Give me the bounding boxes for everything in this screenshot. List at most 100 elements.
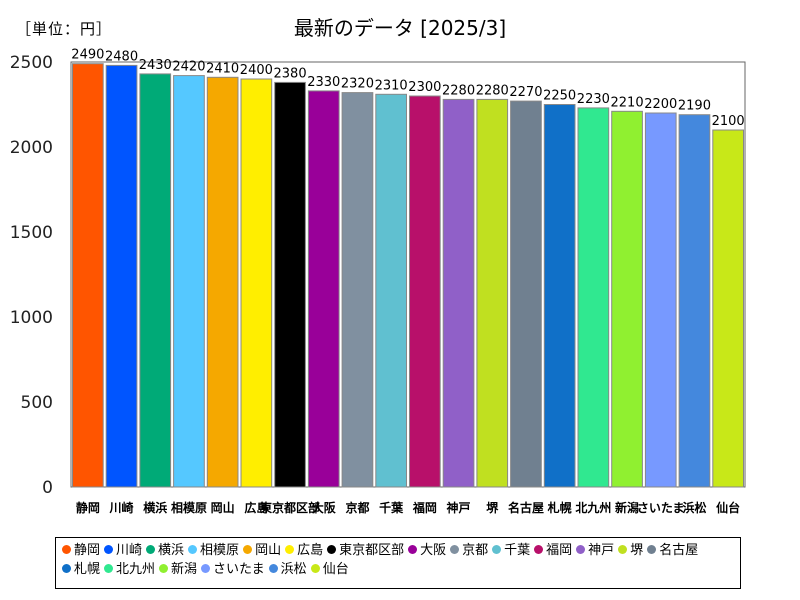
- legend-label: 川崎: [116, 543, 143, 558]
- data-label: 2200: [644, 97, 677, 112]
- bar: [712, 129, 744, 488]
- y-tick-label: 2000: [10, 138, 53, 158]
- legend-marker: [310, 564, 320, 573]
- legend-item: 岡山: [243, 541, 281, 560]
- legend-marker: [104, 564, 114, 573]
- x-tick-label: 堺: [486, 500, 499, 515]
- legend-marker: [327, 545, 337, 554]
- x-tick-label: 広島: [244, 500, 268, 515]
- legend: 静岡 川崎 横浜 相模原 岡山 広島 東京都区部 大阪 京都 千葉 福岡 神戸堺名古屋札幌 北九州 新潟さ…: [55, 537, 741, 589]
- x-tick-label: 相模原: [171, 500, 207, 515]
- legend-item: 福岡: [534, 541, 572, 560]
- bar: [206, 76, 239, 488]
- bar: [139, 73, 172, 488]
- y-tick-label: 1500: [10, 223, 53, 243]
- data-label: 2420: [172, 60, 205, 75]
- data-label: 2270: [509, 85, 542, 100]
- legend-item: 横浜: [146, 541, 184, 560]
- bar: [307, 90, 340, 488]
- legend-item: 京都: [450, 541, 488, 560]
- legend-marker: [492, 545, 502, 554]
- legend-marker: [104, 545, 114, 554]
- bar: [274, 81, 306, 488]
- legend-marker: [188, 545, 198, 554]
- legend-marker: [201, 564, 211, 573]
- bar: [577, 107, 610, 488]
- legend-item: 名古屋: [647, 541, 698, 560]
- legend-label: 千葉: [504, 543, 531, 558]
- x-tick-label: 北九州: [575, 500, 611, 515]
- x-tick-label: 福岡: [412, 500, 437, 515]
- legend-marker: [62, 545, 71, 554]
- bar: [644, 112, 677, 488]
- legend-item: 川崎: [104, 541, 142, 560]
- legend-label: 相模原: [200, 543, 240, 558]
- data-label: 2480: [105, 49, 138, 64]
- y-tick-label: 0: [42, 478, 53, 498]
- legend-marker: [159, 564, 169, 573]
- legend-label: 札幌: [74, 562, 101, 577]
- legend-label: 東京都区部: [339, 543, 405, 558]
- legend-marker: [268, 564, 278, 573]
- legend-label: 横浜: [158, 543, 185, 558]
- legend-marker: [647, 545, 657, 554]
- y-tick-label: 2500: [10, 53, 53, 73]
- x-tick-label: 川崎: [109, 500, 134, 515]
- legend-label: 広島: [297, 543, 324, 558]
- legend-label: 堺: [630, 543, 644, 558]
- legend-marker: [146, 545, 156, 554]
- legend-item: 北九州: [104, 560, 155, 579]
- data-label: 2280: [442, 83, 475, 98]
- legend-label: 新潟: [171, 562, 198, 577]
- data-label: 2190: [678, 99, 711, 114]
- x-tick-label: 千葉: [379, 500, 404, 515]
- data-label: 2100: [712, 114, 745, 129]
- data-label: 2330: [307, 75, 340, 90]
- legend-label: 福岡: [546, 543, 573, 558]
- legend-label: 京都: [462, 543, 489, 558]
- legend-item: 新潟: [159, 560, 197, 579]
- x-tick-label: 浜松: [682, 500, 706, 515]
- legend-item: さいたま: [201, 560, 265, 579]
- bar: [375, 93, 407, 488]
- bar: [341, 92, 374, 488]
- bar: [173, 75, 205, 488]
- legend-marker: [576, 545, 586, 554]
- bar-chart: 0 500 1000 1500 2000 2500 2490 静岡 2480 川崎 2430 横浜 24…: [10, 48, 746, 515]
- legend-marker: [534, 545, 544, 554]
- legend-item: 東京都区部: [327, 541, 404, 560]
- legend-label: 静岡: [74, 543, 101, 558]
- legend-label: 大阪: [420, 543, 447, 558]
- bar: [476, 98, 509, 488]
- x-tick-label: 横浜: [143, 500, 167, 515]
- legend-marker: [243, 545, 253, 554]
- bar: [678, 114, 711, 488]
- data-label: 2210: [611, 95, 644, 110]
- y-tick-label: 1000: [10, 308, 53, 328]
- legend-item: 静岡: [62, 541, 100, 560]
- legend-item: 堺: [618, 541, 643, 560]
- legend-item: 千葉: [492, 541, 530, 560]
- legend-item: 広島: [285, 541, 323, 560]
- bar: [105, 64, 138, 488]
- data-label: 2280: [476, 83, 509, 98]
- data-label: 2490: [71, 48, 104, 63]
- legend-item: 仙台: [310, 560, 349, 579]
- legend-marker: [62, 564, 71, 573]
- plot-frame: [70, 61, 746, 488]
- legend-item: 札幌: [62, 560, 100, 579]
- data-label: 2310: [375, 78, 408, 93]
- bar: [409, 95, 441, 488]
- data-label: 2300: [408, 80, 441, 95]
- legend-label: 浜松: [280, 562, 307, 577]
- x-tick-label: 岡山: [211, 500, 235, 515]
- legend-item: 相模原: [188, 541, 239, 560]
- x-tick-label: 神戸: [447, 500, 471, 515]
- legend-label: 神戸: [588, 543, 615, 558]
- legend-marker: [285, 545, 295, 554]
- x-tick-label: 大阪: [312, 500, 337, 515]
- legend-label: 北九州: [116, 562, 156, 577]
- bar: [240, 78, 273, 488]
- x-tick-label: 静岡: [76, 500, 100, 515]
- legend-marker: [450, 545, 460, 554]
